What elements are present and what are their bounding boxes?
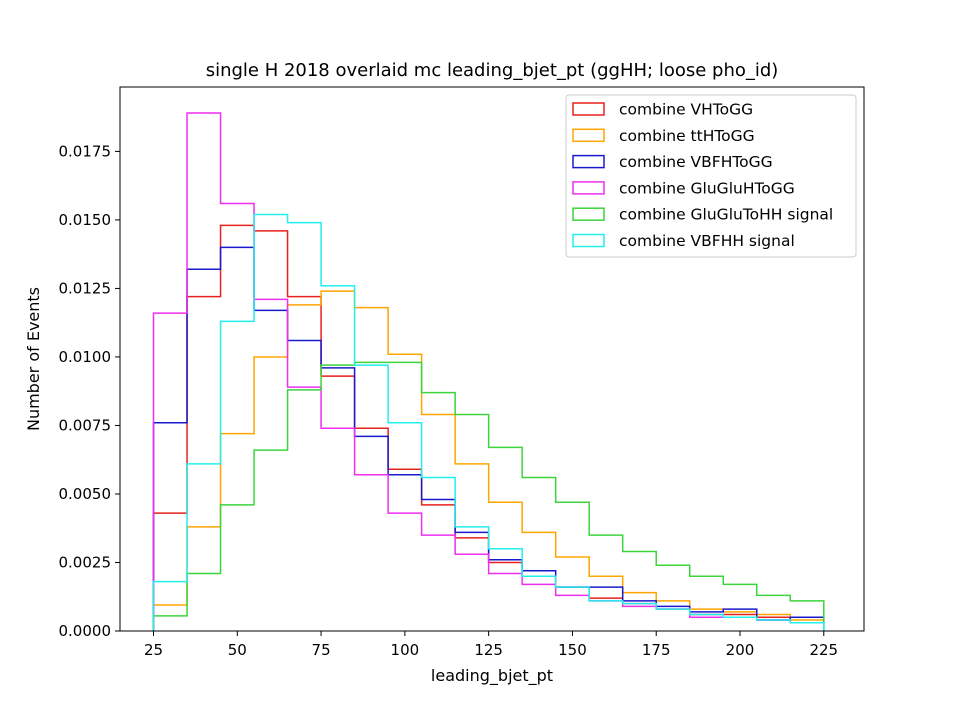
y-tick-label: 0.0000 (59, 622, 112, 640)
y-tick-label: 0.0050 (59, 485, 112, 503)
legend-swatch (572, 128, 605, 143)
y-tick-label: 0.0125 (59, 279, 112, 297)
x-tick-label: 25 (144, 641, 163, 659)
y-tick-label: 0.0075 (59, 416, 112, 434)
series-6-step-line (152, 213, 825, 631)
x-tick-label: 225 (809, 641, 838, 659)
legend-entry-label: combine VHToGG (619, 101, 753, 119)
x-tick-label: 200 (726, 641, 755, 659)
legend-swatch (572, 207, 605, 221)
plot-frame (119, 86, 865, 632)
y-tick-label: 0.0100 (59, 348, 112, 366)
x-tick-label: 75 (312, 641, 331, 659)
x-axis-label: leading_bjet_pt (431, 666, 553, 686)
legend-entry-label: combine VBFHToGG (619, 153, 773, 171)
x-tick-label: 150 (558, 641, 587, 659)
y-tick-label: 0.0175 (59, 142, 112, 160)
x-axis: 25 50 75 100 125 150 175 200 225 (144, 631, 838, 659)
y-tick-label: 0.0025 (59, 553, 112, 571)
x-tick-label: 100 (391, 641, 420, 659)
chart-title: single H 2018 overlaid mc leading_bjet_p… (206, 60, 779, 81)
x-tick-label: 175 (642, 641, 671, 659)
x-tick-label: 50 (228, 641, 247, 659)
legend-box (565, 94, 857, 258)
legend: combine VHToGG combine ttHToGG combine VBF… (565, 94, 857, 258)
y-axis: 0.0000 0.0025 0.0050 0.0075 0.0100 0.0125 0.01… (59, 142, 120, 640)
legend-entry-label: combine GluGluToHH signal (619, 206, 833, 224)
y-axis-label: Number of Events (24, 287, 43, 431)
x-tick-label: 125 (474, 641, 503, 659)
legend-entry-label: combine GluGluHToGG (619, 179, 795, 197)
y-tick-label: 0.0150 (59, 211, 112, 229)
legend-swatch (572, 102, 605, 116)
legend-swatch (572, 154, 605, 169)
legend-entry-label: combine ttHToGG (619, 127, 755, 145)
series-5-step-line (152, 361, 825, 631)
legend-swatch (572, 181, 605, 195)
series-layer (152, 112, 825, 631)
legend-entry-label: combine VBFHH signal (619, 232, 795, 250)
legend-swatch (572, 233, 605, 248)
